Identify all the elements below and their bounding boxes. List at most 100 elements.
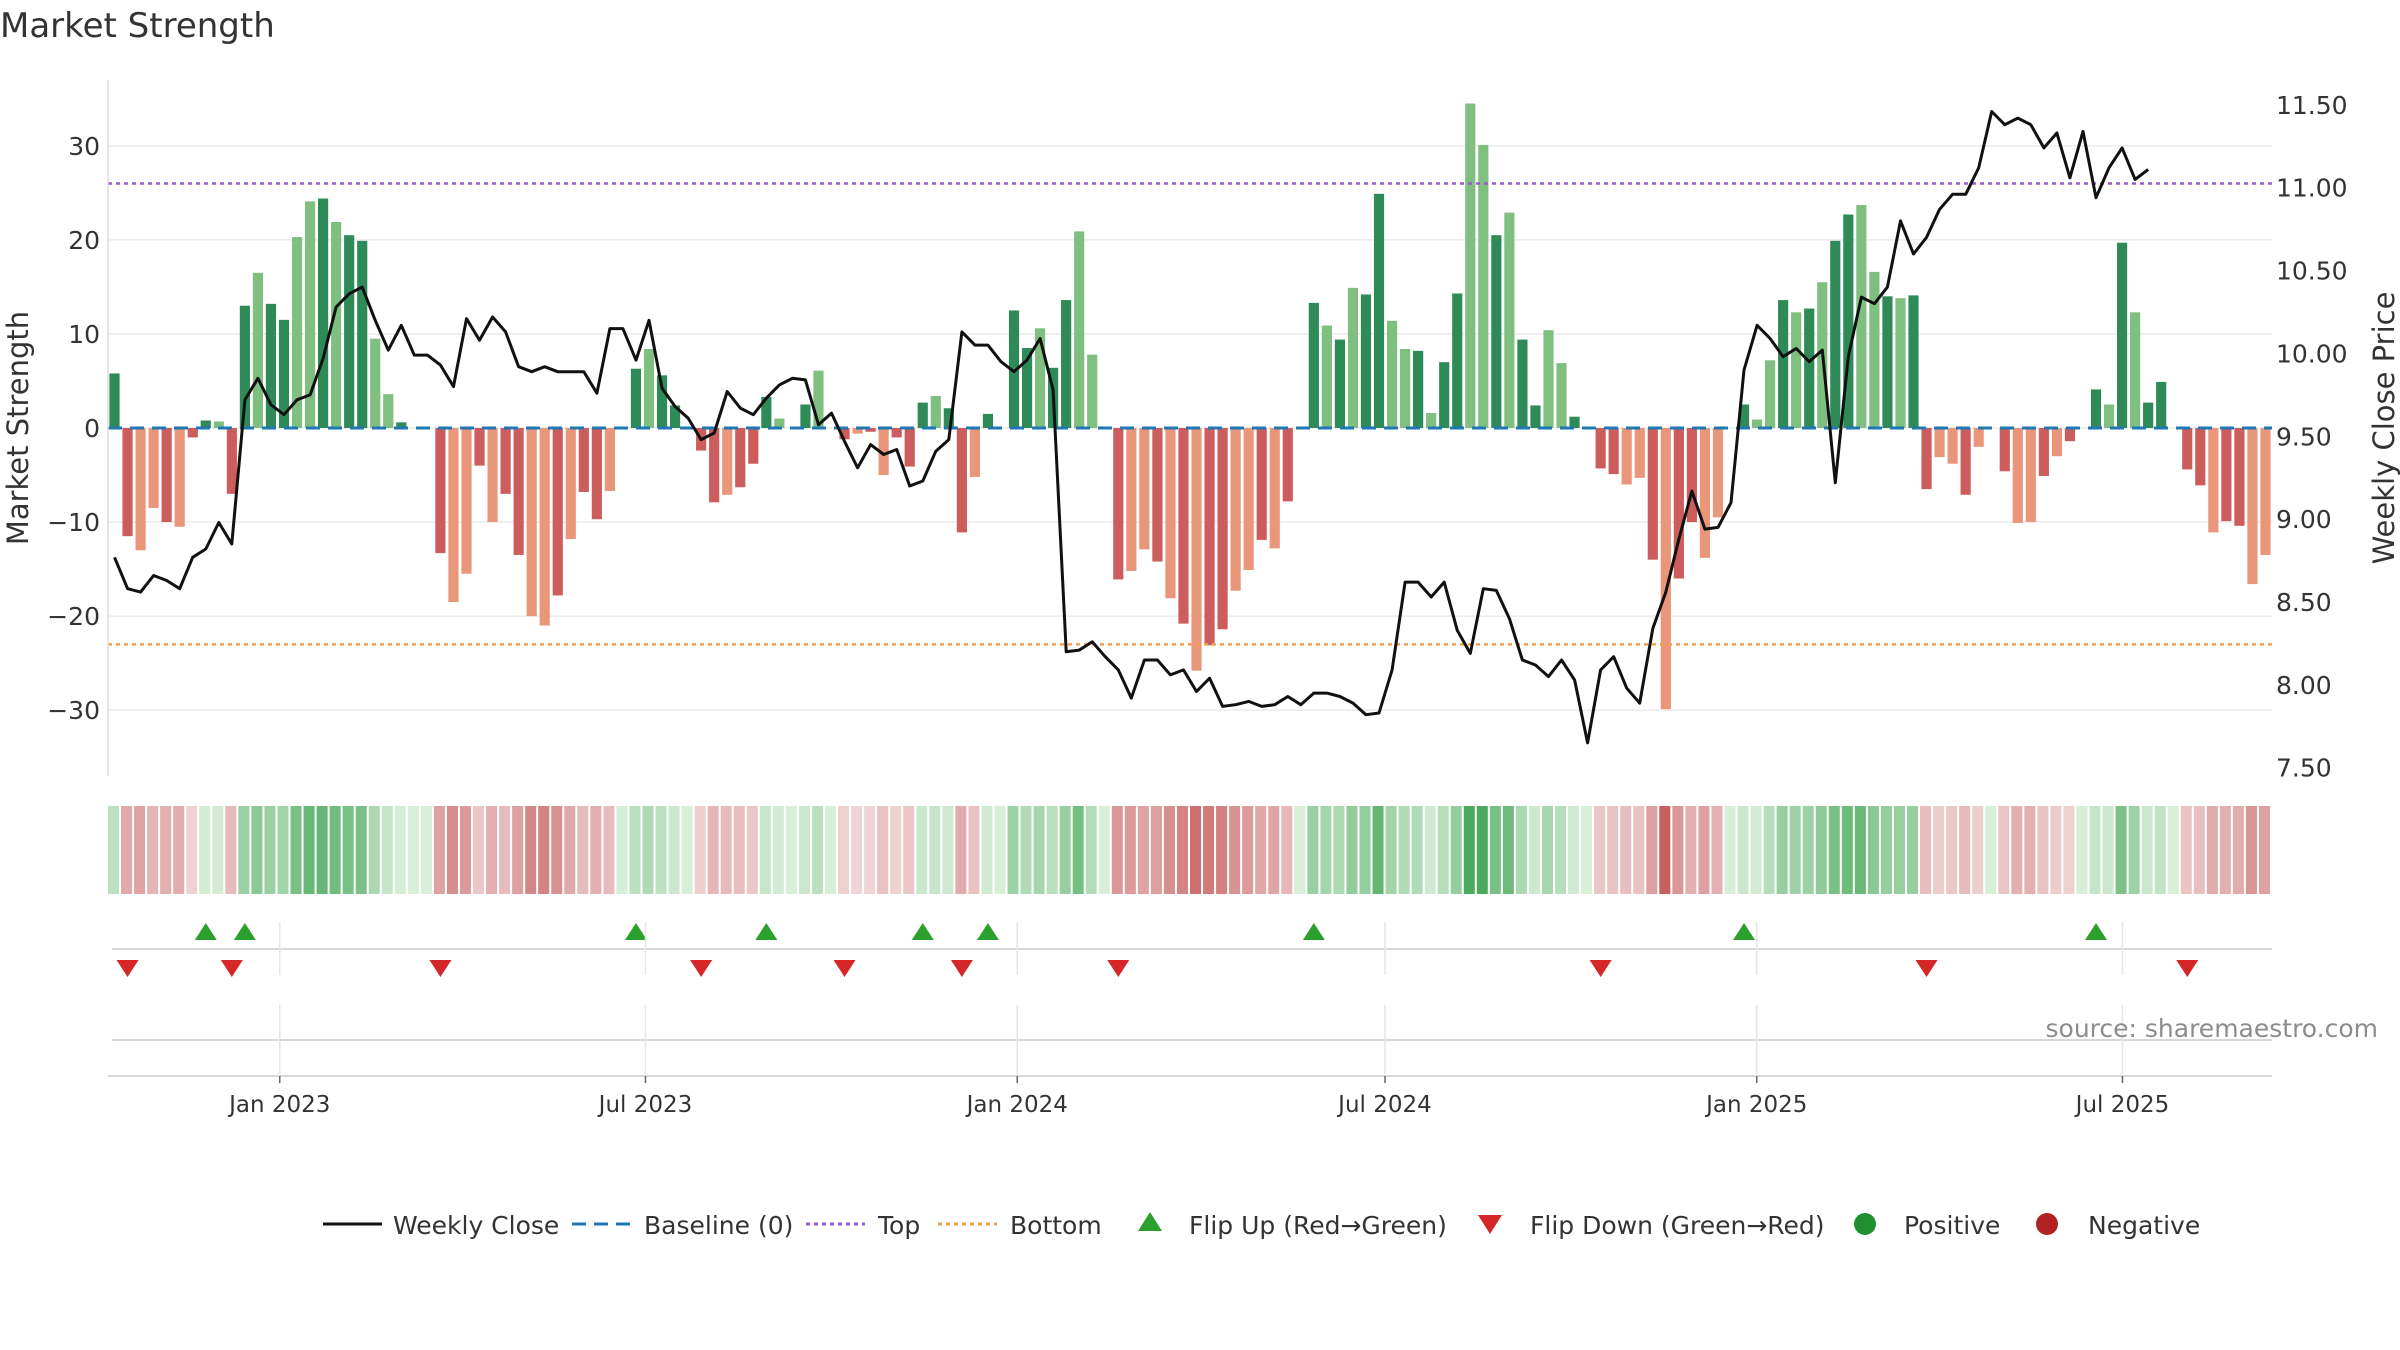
y2-tick-label: 10.00: [2276, 339, 2348, 368]
strength-bar: [1452, 293, 1463, 428]
strength-bar: [630, 368, 642, 428]
legend-item-flip-down: Flip Down (Green→Red): [1478, 1211, 1825, 1240]
strength-bar: [1765, 360, 1776, 428]
strength-bar: [513, 428, 524, 555]
legend-label-positive: Positive: [1904, 1211, 2000, 1240]
strength-bar: [2103, 404, 2115, 428]
strength-bars: [109, 103, 2271, 710]
strength-bar: [1569, 416, 1580, 428]
heat-cell: [1541, 806, 1554, 894]
legend-item-positive: Positive: [1854, 1211, 2000, 1240]
heat-cell: [1111, 806, 1123, 894]
heat-cell: [929, 806, 941, 894]
heat-cell: [1581, 806, 1593, 894]
heat-cell: [1698, 806, 1710, 894]
y2-tick-label: 10.50: [2276, 257, 2348, 286]
strength-bar: [474, 428, 485, 466]
heat-cell: [1920, 806, 1932, 894]
strength-bar: [1373, 193, 1385, 428]
strength-bar: [344, 235, 355, 428]
strength-bar: [1634, 428, 1645, 478]
strength-bar: [1386, 320, 1398, 428]
heat-cell: [2167, 806, 2179, 894]
strength-bar: [1543, 330, 1554, 428]
strength-bar: [2156, 381, 2167, 428]
strength-bar: [526, 428, 537, 617]
strength-bar: [200, 420, 211, 428]
heat-cell: [916, 806, 928, 894]
strength-bar: [656, 375, 668, 428]
strength-bar: [122, 428, 133, 537]
strength-bar: [852, 428, 863, 434]
heat-cell: [1307, 806, 1319, 894]
strength-bar: [226, 428, 237, 494]
strength-bar: [304, 201, 316, 428]
heat-cell: [1098, 806, 1110, 894]
strength-bar: [813, 370, 824, 428]
heat-cell: [251, 806, 263, 894]
strength-bar: [148, 428, 159, 508]
y2-axis-title: Weekly Close Price: [2367, 292, 2400, 565]
strength-bar: [1869, 271, 1880, 428]
heat-cell: [1242, 806, 1254, 894]
strength-bar: [2234, 428, 2245, 526]
strength-bar: [1074, 231, 1085, 428]
strength-bar: [1465, 103, 1476, 428]
strength-bar: [1230, 428, 1241, 591]
strength-bar: [1895, 298, 1906, 428]
heat-cell: [1737, 806, 1749, 894]
heat-cell: [225, 806, 237, 894]
strength-bar: [500, 428, 511, 494]
strength-bar: [748, 428, 759, 464]
heat-cell: [290, 806, 302, 894]
strength-bar: [318, 198, 329, 428]
y2-tick-label: 9.00: [2276, 505, 2332, 534]
heat-cell: [1150, 806, 1162, 894]
heat-cell: [1607, 806, 1619, 894]
strength-bar: [1973, 428, 1984, 447]
heat-cell: [564, 806, 576, 894]
strength-bar: [1217, 428, 1228, 630]
strength-bar: [565, 428, 576, 539]
heat-cell: [2128, 806, 2140, 894]
strength-bar: [1400, 348, 1411, 428]
flip-down-marker: [2176, 960, 2199, 977]
strength-bar: [1439, 362, 1450, 428]
strength-bar: [1347, 287, 1359, 428]
strength-bar: [174, 428, 185, 527]
heat-cell: [1489, 806, 1501, 894]
strength-bar: [1530, 405, 1541, 428]
y-tick-label: 10: [68, 320, 100, 349]
strength-bar: [1751, 419, 1763, 428]
heat-cell: [1555, 806, 1567, 894]
heat-cell: [2232, 806, 2244, 894]
heat-cell: [1659, 806, 1671, 894]
strength-bar: [904, 428, 915, 467]
strength-bar: [1165, 428, 1176, 599]
heat-cell: [121, 806, 133, 894]
heat-cell: [1137, 806, 1149, 894]
heat-cell: [1633, 806, 1645, 894]
heat-cell: [720, 806, 732, 894]
heat-cell: [368, 806, 380, 894]
heat-cell: [2115, 806, 2127, 894]
strength-bar: [591, 428, 602, 520]
heat-cell: [329, 806, 341, 894]
heat-cell: [1424, 806, 1436, 894]
strength-bar: [448, 428, 459, 602]
strength-bar: [1269, 428, 1280, 549]
strength-bar: [1595, 428, 1606, 469]
heat-cell: [707, 806, 719, 894]
strength-bar: [1856, 205, 1867, 428]
heat-cell: [1320, 806, 1332, 894]
strength-bar: [578, 428, 589, 492]
heat-cell: [1724, 806, 1736, 894]
strength-bar: [2221, 428, 2232, 522]
heat-cell: [694, 806, 706, 894]
flip-down-marker: [429, 960, 452, 977]
heat-cell: [381, 806, 393, 894]
y2-tick-label: 11.50: [2276, 91, 2348, 120]
strength-bar: [1113, 428, 1124, 580]
strength-bar: [969, 428, 980, 477]
strength-bar: [1830, 240, 1841, 428]
